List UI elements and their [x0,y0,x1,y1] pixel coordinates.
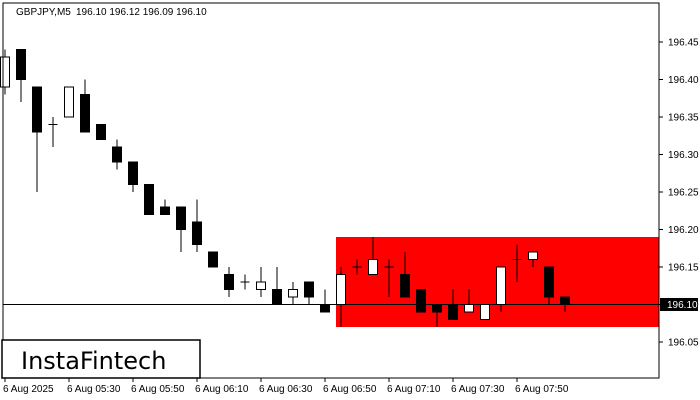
candle [224,267,234,297]
candle-body [144,184,154,215]
candle [176,206,186,252]
candle [496,266,506,312]
candle-body [528,251,538,260]
symbol-label: GBPJPY,M5 [16,7,71,18]
candle-body [16,49,26,80]
candle-body [0,56,10,88]
candle-body [336,274,346,305]
candle-body [176,206,186,230]
brand-logo-frame [1,339,201,379]
y-tick-label: 196.05 [668,338,699,349]
candle-body [256,281,266,290]
y-tick-label: 196.25 [668,188,699,199]
candle-body [560,296,570,305]
candle [144,184,154,215]
x-tick-label: 6 Aug 05:50 [131,384,185,395]
candle-body [32,86,42,133]
candle [560,296,570,312]
candle [544,266,554,305]
plot-frame [2,2,660,379]
x-tick-label: 6 Aug 07:30 [451,384,505,395]
candle-body [80,94,90,133]
candle [96,124,106,140]
candle [432,304,442,327]
candle [208,251,218,268]
candle [192,199,202,252]
y-tick-label: 196.20 [668,225,699,236]
current-price-tag [660,298,698,311]
candle [240,274,250,290]
candle [480,304,490,320]
candle [256,267,266,297]
candle-body [416,289,426,313]
candle-body [192,221,202,245]
candle [368,237,378,275]
candle [48,117,58,147]
candle [160,199,170,215]
candle [320,289,330,313]
candle [416,289,426,313]
candle-body [320,304,330,313]
candle-body [368,259,378,275]
candle [512,244,522,282]
candle [0,49,10,95]
candle-body [112,146,122,163]
x-tick-label: 6 Aug 06:10 [195,384,249,395]
candle-body [208,251,218,268]
candle-body [480,304,490,320]
x-tick-label: 6 Aug 07:50 [515,384,569,395]
candle-body [304,281,314,298]
candle [352,259,362,275]
y-tick-label: 196.40 [668,75,699,86]
x-tick-label: 6 Aug 05:30 [67,384,121,395]
candle [528,251,538,267]
y-tick-label: 196.35 [668,113,699,124]
candle [16,49,26,102]
candle-body [96,124,106,140]
candle-body [288,289,298,298]
brand-logo: InstaFintech [1,339,201,379]
candle [112,139,122,170]
x-tick-label: 6 Aug 07:10 [387,384,441,395]
candle-body [224,274,234,290]
candle [64,86,74,118]
candle [288,282,298,305]
candle [272,267,282,305]
candle [128,161,138,192]
candle-body [64,86,74,118]
candle-body [544,266,554,298]
candle [448,289,458,320]
candle [32,86,42,192]
current-price-label: 196.10 [667,300,698,311]
candle-body [464,304,474,313]
y-tick-label: 196.15 [668,263,699,274]
candle-body [272,289,282,305]
candle-body [496,266,506,305]
y-tick-label: 196.45 [668,38,699,49]
y-tick-label: 196.30 [668,150,699,161]
x-tick-label: 6 Aug 2025 [3,384,54,395]
candle [400,252,410,298]
x-tick-label: 6 Aug 06:50 [323,384,377,395]
candle [336,267,346,327]
candle [464,289,474,313]
candle [384,259,394,297]
candle-body [128,161,138,185]
candle-body [448,304,458,320]
candle [80,79,90,133]
brand-name: InstaFintech [21,347,166,375]
x-tick-label: 6 Aug 06:30 [259,384,313,395]
ohlc-readout: 196.10 196.12 196.09 196.10 [76,7,207,18]
candle [304,281,314,305]
candle-body [400,274,410,298]
candle-body [160,206,170,215]
candle-body [432,304,442,313]
